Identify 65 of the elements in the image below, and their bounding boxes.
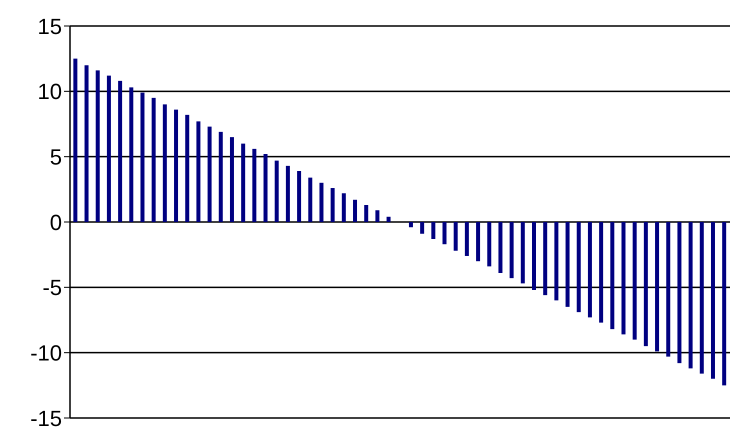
bar [510, 222, 514, 278]
bar [532, 222, 536, 290]
bar [308, 178, 312, 222]
bar [353, 200, 358, 222]
bar [543, 222, 548, 296]
bar [330, 188, 335, 222]
bar [174, 110, 178, 222]
bar [241, 144, 246, 222]
bar [84, 65, 89, 222]
bar [700, 222, 704, 374]
y-tick-label: 5 [50, 144, 62, 170]
bar [722, 222, 726, 386]
bar [230, 137, 234, 222]
bar [319, 182, 324, 222]
bar [677, 222, 682, 364]
y-tick-label: -5 [42, 275, 62, 300]
bar [710, 222, 715, 379]
bar [208, 126, 212, 222]
bar [140, 92, 144, 222]
bar [431, 222, 436, 239]
bar [364, 205, 368, 222]
bar [252, 148, 256, 222]
bar [152, 98, 156, 222]
bar [297, 171, 302, 222]
bar [196, 121, 200, 222]
bar [621, 222, 626, 334]
bar [96, 70, 100, 222]
bar [185, 114, 190, 222]
y-tick-label: 10 [38, 79, 62, 104]
bar [286, 166, 290, 222]
y-tick-label: -10 [30, 340, 62, 366]
bar [632, 222, 637, 340]
bar [342, 193, 346, 222]
bar [73, 58, 78, 222]
bar [554, 222, 558, 300]
bar [420, 222, 424, 234]
bar [274, 160, 279, 222]
bar [408, 222, 413, 228]
bar [588, 222, 592, 318]
bar [454, 222, 458, 251]
bar [264, 154, 268, 222]
bar [386, 216, 391, 222]
bar [162, 104, 167, 222]
bar [688, 222, 693, 368]
bar [487, 222, 492, 266]
bar [129, 87, 134, 222]
bar [655, 222, 660, 352]
y-tick-label: 15 [38, 14, 62, 39]
bar [520, 222, 525, 284]
bar [218, 132, 223, 222]
y-tick-label: -15 [30, 406, 62, 431]
bar [442, 222, 447, 244]
bar [118, 80, 122, 222]
bar [644, 222, 648, 346]
bar [666, 222, 670, 357]
bar [106, 76, 111, 222]
bar [610, 222, 614, 330]
bar [576, 222, 581, 312]
bar [375, 210, 380, 222]
bar [599, 222, 604, 323]
bar [498, 222, 502, 273]
bar [464, 222, 469, 256]
bar [566, 222, 570, 307]
y-tick-label: 0 [50, 210, 62, 235]
bar [476, 222, 480, 262]
